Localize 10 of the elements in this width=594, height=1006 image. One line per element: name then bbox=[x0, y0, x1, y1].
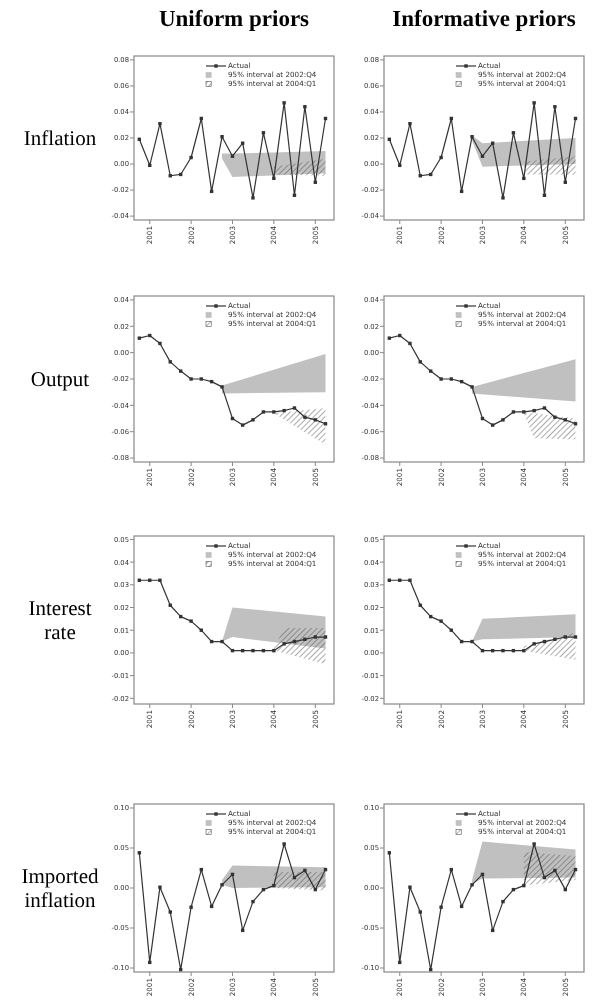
y-axis-title: Interest rate bbox=[28, 599, 92, 645]
chart-title: Uniform priors bbox=[158, 8, 311, 32]
line-series bbox=[387, 842, 578, 972]
line-series bbox=[387, 101, 578, 200]
y-axis-title: Inflation bbox=[23, 129, 98, 151]
y-axis-title: Output bbox=[30, 370, 90, 392]
y-axis-title: Imported inflation bbox=[21, 867, 100, 913]
line-series bbox=[137, 842, 328, 972]
line-series bbox=[137, 101, 328, 200]
chart-title: Informative priors bbox=[392, 8, 577, 32]
